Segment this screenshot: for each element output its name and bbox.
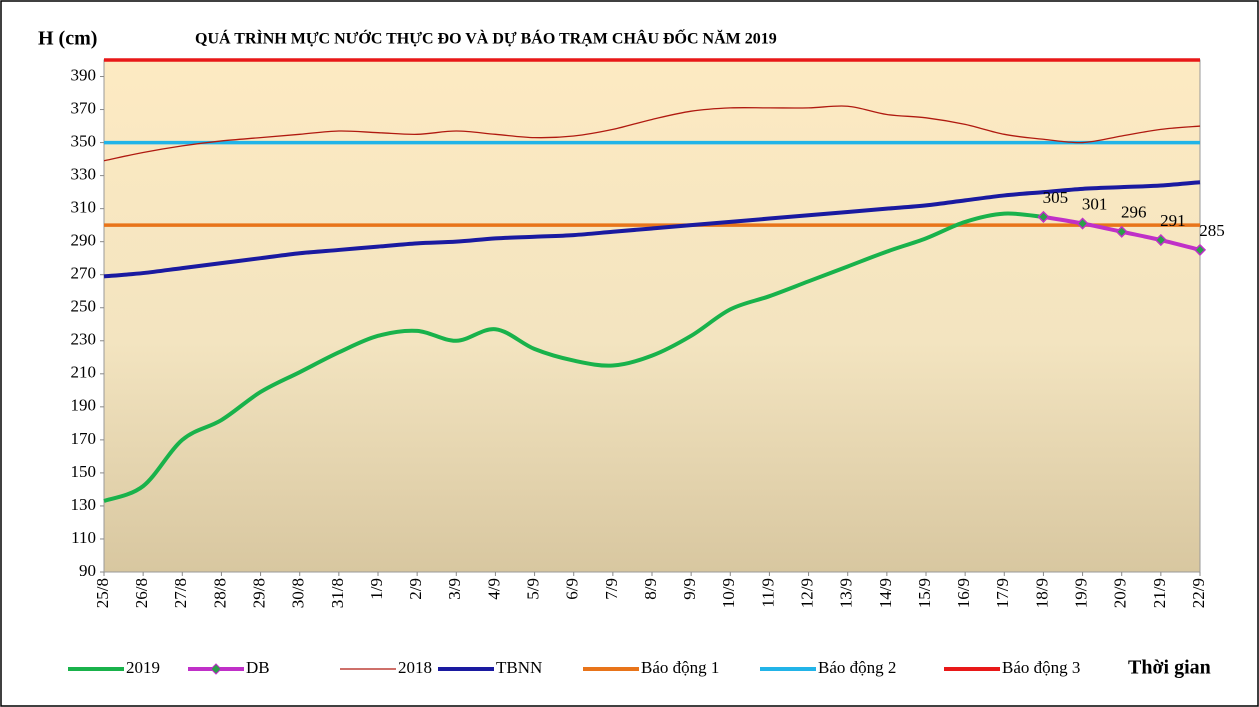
y-axis-label: H (cm) (38, 28, 97, 50)
legend-label: Báo động 2 (818, 658, 896, 677)
y-tick-label: 90 (79, 561, 96, 580)
x-tick-label: 30/8 (289, 578, 308, 608)
y-tick-label: 210 (71, 363, 97, 382)
x-tick-label: 29/8 (249, 578, 268, 608)
x-tick-label: 9/9 (680, 578, 699, 600)
x-tick-label: 19/9 (1071, 578, 1090, 608)
marker (1076, 217, 1089, 230)
x-tick-label: 12/9 (797, 578, 816, 608)
y-tick-label: 230 (71, 330, 97, 349)
x-axis-label: Thời gian (1128, 657, 1211, 679)
y-tick-label: 290 (71, 231, 97, 250)
x-tick-label: 26/8 (132, 578, 151, 608)
data-label: 291 (1160, 211, 1186, 230)
x-tick-label: 1/9 (367, 578, 386, 600)
legend-label: 2018 (398, 658, 432, 677)
y-tick-label: 250 (71, 297, 97, 316)
y-tick-label: 270 (71, 264, 97, 283)
x-tick-label: 25/8 (93, 578, 112, 608)
x-tick-label: 10/9 (719, 578, 738, 608)
data-label: 301 (1082, 194, 1108, 213)
y-tick-label: 170 (71, 429, 97, 448)
x-tick-label: 13/9 (837, 578, 856, 608)
series-line (103, 211, 1044, 503)
x-tick-label: 11/9 (758, 578, 777, 608)
legend-label: TBNN (496, 658, 542, 677)
y-tick-label: 190 (71, 396, 97, 415)
legend-label: 2019 (126, 658, 160, 677)
x-tick-label: 2/9 (406, 578, 425, 600)
marker (1193, 243, 1207, 256)
x-tick-label: 21/9 (1150, 578, 1169, 608)
data-label: 305 (1043, 188, 1069, 207)
x-tick-label: 31/8 (328, 578, 347, 608)
y-tick-label: 310 (71, 198, 97, 217)
y-tick-label: 130 (71, 495, 97, 514)
x-tick-label: 28/8 (210, 578, 229, 608)
chart-title: QUÁ TRÌNH MỰC NƯỚC THỰC ĐO VÀ DỰ BÁO TRẠ… (195, 28, 777, 48)
x-tick-label: 5/9 (523, 578, 542, 600)
y-tick-label: 390 (71, 65, 97, 84)
legend-label: DB (246, 658, 270, 677)
x-tick-label: 6/9 (563, 578, 582, 600)
x-tick-label: 4/9 (484, 578, 503, 600)
legend-label: Báo động 1 (641, 658, 719, 677)
y-tick-label: 370 (71, 98, 97, 117)
data-label: 285 (1199, 221, 1225, 240)
x-tick-label: 8/9 (641, 578, 660, 600)
x-tick-label: 14/9 (876, 578, 895, 608)
x-tick-label: 15/9 (915, 578, 934, 608)
x-tick-label: 18/9 (1032, 578, 1051, 608)
marker (1154, 233, 1167, 247)
data-label: 296 (1121, 203, 1147, 222)
plot-area (103, 59, 1201, 573)
x-tick-label: 3/9 (445, 578, 464, 600)
series-line (103, 105, 1201, 162)
x-tick-label: 22/9 (1189, 578, 1208, 608)
marker (1115, 225, 1128, 238)
x-tick-label: 16/9 (954, 578, 973, 608)
series-line (103, 180, 1201, 279)
legend-marker (210, 663, 222, 675)
y-tick-label: 330 (71, 165, 97, 184)
x-tick-label: 17/9 (993, 578, 1012, 608)
x-tick-label: 20/9 (1111, 578, 1130, 608)
y-tick-label: 110 (71, 528, 96, 547)
x-tick-label: 27/8 (171, 578, 190, 608)
x-tick-label: 7/9 (602, 578, 621, 600)
marker (1037, 210, 1050, 223)
y-tick-label: 350 (71, 131, 97, 150)
y-tick-label: 150 (71, 462, 97, 481)
legend-label: Báo động 3 (1002, 658, 1080, 677)
